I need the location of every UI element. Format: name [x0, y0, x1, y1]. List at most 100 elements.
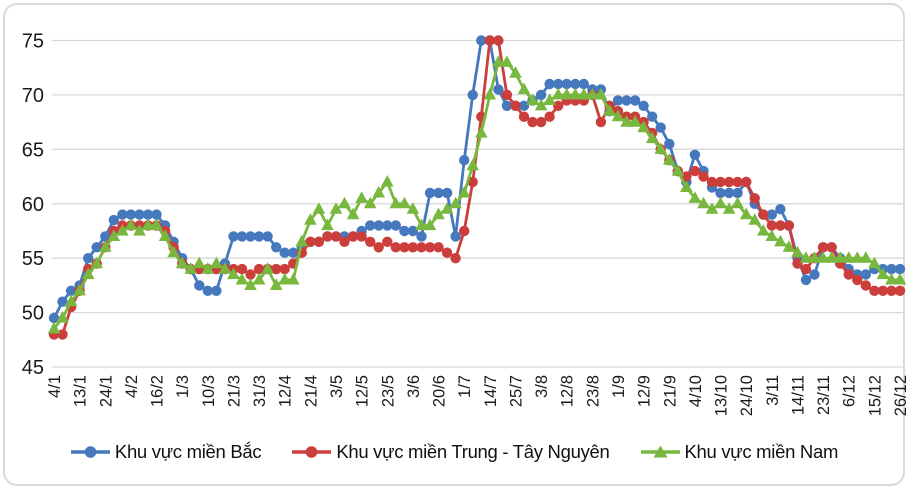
- triangle-marker: [90, 256, 103, 269]
- circle-marker: [134, 209, 145, 220]
- circle-marker: [245, 269, 256, 280]
- triangle-marker: [64, 294, 78, 307]
- circle-marker: [484, 35, 495, 46]
- triangle-marker: [398, 196, 411, 209]
- circle-marker: [125, 209, 137, 220]
- triangle-marker: [594, 87, 608, 100]
- circle-marker: [211, 285, 222, 296]
- triangle-marker: [304, 213, 317, 225]
- circle-marker: [48, 312, 60, 324]
- circle-marker: [433, 187, 444, 199]
- circle-marker: [766, 220, 777, 231]
- x-tick-label: 6/12: [841, 375, 859, 407]
- x-tick-label: 25/7: [508, 375, 526, 407]
- circle-marker: [373, 242, 384, 253]
- triangle-marker: [389, 196, 403, 209]
- triangle-marker: [859, 251, 873, 263]
- triangle-marker: [483, 87, 497, 100]
- circle-marker: [809, 269, 820, 280]
- triangle-marker: [227, 267, 240, 280]
- triangle-marker: [73, 283, 86, 296]
- y-tick-label: 65: [22, 139, 44, 161]
- triangle-marker: [193, 256, 206, 269]
- triangle-marker: [748, 213, 761, 225]
- triangle-marker: [372, 185, 385, 198]
- circle-marker: [330, 231, 342, 242]
- circle-marker: [65, 285, 77, 296]
- circle-marker: [339, 236, 350, 247]
- circle-marker: [382, 220, 393, 231]
- x-tick-label: 20/6: [431, 375, 449, 407]
- circle-marker: [459, 225, 470, 237]
- circle-marker: [416, 242, 427, 253]
- triangle-marker: [868, 256, 881, 269]
- circle-marker: [723, 176, 735, 188]
- triangle-marker: [252, 272, 266, 285]
- x-tick-label: 3/11: [764, 375, 782, 406]
- triangle-marker: [449, 196, 462, 209]
- triangle-marker: [569, 87, 582, 100]
- x-tick-label: 1/9: [610, 375, 628, 398]
- y-tick-label: 70: [22, 85, 44, 107]
- circle-marker: [886, 285, 897, 296]
- circle-marker: [117, 209, 128, 220]
- circle-marker: [83, 253, 94, 264]
- triangle-marker: [731, 196, 744, 209]
- circle-marker: [535, 116, 547, 128]
- triangle-marker: [893, 272, 907, 285]
- x-tick-label: 14/11: [790, 375, 808, 415]
- triangle-marker: [423, 218, 437, 231]
- triangle-marker: [492, 55, 505, 67]
- circle-marker: [459, 155, 470, 166]
- triangle-marker: [278, 272, 291, 285]
- legend-item-mien-trung-tay-nguyen: Khu vực miền Trung - Tây Nguyên: [291, 441, 610, 463]
- circle-marker: [766, 209, 777, 220]
- circle-marker: [894, 263, 906, 275]
- circle-marker: [57, 296, 68, 307]
- x-tick-label: 14/7: [482, 375, 500, 407]
- triangle-marker: [269, 278, 283, 290]
- triangle-marker: [663, 153, 676, 165]
- x-tick-label: 13/1: [72, 375, 90, 407]
- circle-marker: [407, 242, 419, 253]
- circle-marker: [817, 242, 829, 253]
- x-tick-label: 26/12: [892, 375, 910, 416]
- circle-marker: [365, 220, 376, 231]
- triangle-marker: [363, 196, 377, 209]
- circle-marker: [749, 193, 760, 204]
- circle-marker: [57, 329, 68, 340]
- triangle-marker: [697, 196, 710, 209]
- circle-marker: [655, 122, 666, 133]
- circle-marker: [527, 116, 538, 128]
- legend-label-mien-nam: Khu vực miền Nam: [684, 441, 839, 462]
- triangle-marker: [722, 202, 736, 214]
- triangle-marker: [184, 262, 197, 274]
- triangle-marker: [876, 267, 890, 280]
- circle-marker: [279, 263, 290, 275]
- triangle-marker: [842, 251, 855, 263]
- triangle-marker: [654, 142, 667, 154]
- legend-item-mien-nam: Khu vực miền Nam: [640, 441, 839, 463]
- triangle-marker: [158, 229, 172, 241]
- triangle-marker: [680, 180, 693, 192]
- triangle-marker: [312, 202, 326, 214]
- x-tick-label: 21/9: [661, 375, 679, 407]
- triangle-marker: [551, 87, 565, 100]
- triangle-marker: [586, 87, 599, 100]
- triangle-marker: [415, 218, 428, 231]
- legend-item-mien-bac: Khu vực miền Bắc: [70, 441, 262, 463]
- circle-marker: [886, 263, 897, 275]
- triangle-marker: [560, 87, 573, 100]
- triangle-marker: [816, 251, 830, 263]
- circle-marker: [476, 35, 487, 46]
- triangle-marker: [833, 251, 847, 263]
- y-tick-label: 75: [22, 31, 44, 53]
- circle-marker: [553, 100, 564, 112]
- series-line-1: [54, 39, 900, 336]
- circle-marker: [441, 187, 453, 199]
- x-tick-label: 21/3: [226, 375, 244, 407]
- circle-marker: [151, 209, 162, 220]
- triangle-marker: [611, 109, 625, 122]
- triangle-marker: [782, 240, 796, 252]
- circle-marker: [689, 165, 701, 177]
